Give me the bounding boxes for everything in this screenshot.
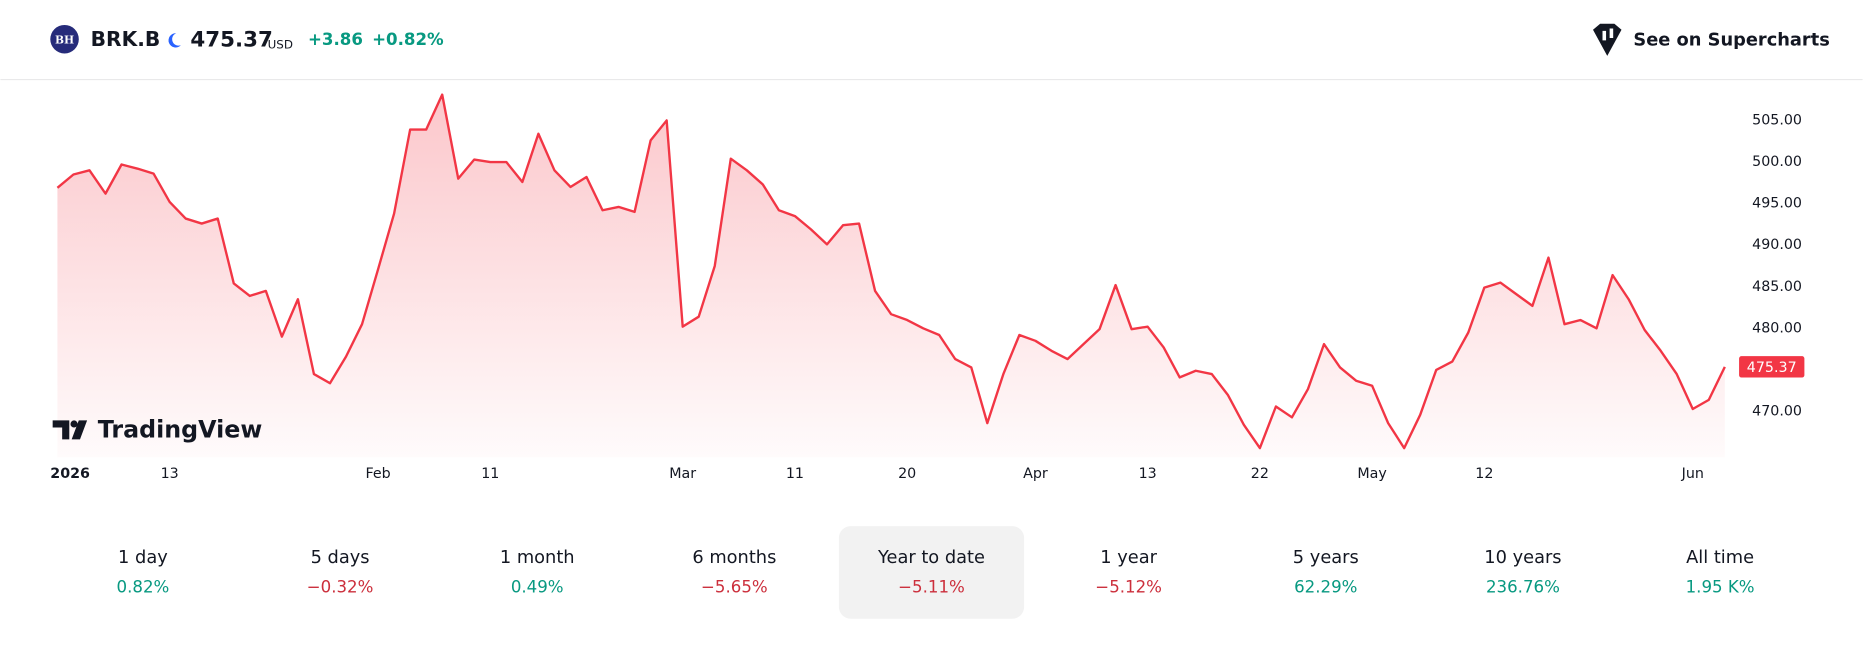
currency: USD xyxy=(268,38,293,52)
period-button[interactable]: 6 months −5.65% xyxy=(692,547,776,596)
area-fill xyxy=(57,94,1725,458)
market-closed-icon xyxy=(168,33,181,48)
x-tick-label: Apr xyxy=(1023,466,1048,482)
y-tick-label: 495.00 xyxy=(1752,196,1802,212)
x-tick-label: 20 xyxy=(898,466,916,482)
period-change[interactable]: 0.82% xyxy=(117,577,170,596)
y-tick-label: 485.00 xyxy=(1752,279,1802,295)
supercharts-link[interactable]: See on Supercharts xyxy=(1593,23,1830,56)
period-label[interactable]: 1 day xyxy=(118,547,168,568)
period-label[interactable]: Year to date xyxy=(877,547,985,568)
x-tick-label: May xyxy=(1357,466,1387,482)
x-tick-label: Jun xyxy=(1681,466,1704,482)
supercharts-icon-candle xyxy=(1602,30,1607,41)
price: 475.37 xyxy=(190,27,272,52)
change: +3.86 xyxy=(308,30,363,49)
y-tick-label: 490.00 xyxy=(1752,237,1802,253)
logo-text: BH xyxy=(55,33,74,46)
selected-period-bg xyxy=(838,526,1025,619)
y-tick-label: 470.00 xyxy=(1752,403,1802,419)
last-price-tag xyxy=(1739,356,1805,378)
period-label[interactable]: 10 years xyxy=(1484,547,1561,568)
change-percent: +0.82% xyxy=(372,30,444,49)
period-label[interactable]: 1 year xyxy=(1100,547,1157,568)
period-change[interactable]: 236.76% xyxy=(1486,577,1560,596)
price-line xyxy=(56,93,1726,450)
last-price-label: 475.37 xyxy=(1747,360,1797,376)
watermark: TradingView xyxy=(52,416,263,444)
x-tick-label: Feb xyxy=(365,466,390,482)
period-change[interactable]: 0.49% xyxy=(511,577,564,596)
period-button[interactable]: 5 years 62.29% xyxy=(1293,547,1359,596)
period-button[interactable]: 1 year −5.12% xyxy=(1095,547,1162,596)
period-change[interactable]: 62.29% xyxy=(1294,577,1357,596)
period-button[interactable]: 5 days −0.32% xyxy=(307,547,374,596)
period-button[interactable]: 10 years 236.76% xyxy=(1484,547,1561,596)
period-change[interactable]: −5.11% xyxy=(898,577,965,596)
period-button[interactable]: 1 month 0.49% xyxy=(500,547,575,596)
period-label[interactable]: All time xyxy=(1686,547,1754,568)
period-label[interactable]: 6 months xyxy=(692,547,776,568)
x-tick-label: 11 xyxy=(481,466,499,482)
period-change[interactable]: −5.65% xyxy=(701,577,768,596)
x-tick-label: 13 xyxy=(1139,466,1157,482)
x-tick-label: 22 xyxy=(1251,466,1269,482)
x-tick-label: 12 xyxy=(1475,466,1493,482)
period-change[interactable]: −5.12% xyxy=(1095,577,1162,596)
period-label[interactable]: 1 month xyxy=(500,547,575,568)
watermark-logo xyxy=(52,420,88,440)
x-tick-label: 2026 xyxy=(50,466,90,482)
period-label[interactable]: 5 days xyxy=(311,547,370,568)
y-tick-label: 500.00 xyxy=(1752,154,1802,170)
period-bar: 1 day 0.82% 5 days −0.32% 1 month 0.49% 6 mont… xyxy=(117,526,1755,619)
watermark-logo-dot xyxy=(70,420,78,428)
y-tick-label: 505.00 xyxy=(1752,112,1802,128)
symbol: BRK.B xyxy=(91,27,161,51)
period-label[interactable]: 5 years xyxy=(1293,547,1359,568)
supercharts-icon xyxy=(1593,23,1622,56)
period-change[interactable]: 1.95 K% xyxy=(1686,577,1755,596)
x-tick-label: 13 xyxy=(161,466,179,482)
logo-badge xyxy=(50,24,79,54)
supercharts-text[interactable]: See on Supercharts xyxy=(1633,29,1829,50)
x-tick-label: 11 xyxy=(786,466,804,482)
chart: 470.00 480.00 485.00 490.00 495.00 500.00 505.… xyxy=(50,93,1805,482)
period-button[interactable]: 1 day 0.82% xyxy=(117,547,170,596)
period-button[interactable]: All time 1.95 K% xyxy=(1686,547,1755,596)
watermark-text: TradingView xyxy=(98,416,263,444)
period-button[interactable]: Year to date −5.11% xyxy=(838,526,1025,619)
supercharts-icon-candle xyxy=(1609,28,1614,39)
x-tick-label: Mar xyxy=(669,466,696,482)
y-tick-label: 480.00 xyxy=(1752,320,1802,336)
period-change[interactable]: −0.32% xyxy=(307,577,374,596)
